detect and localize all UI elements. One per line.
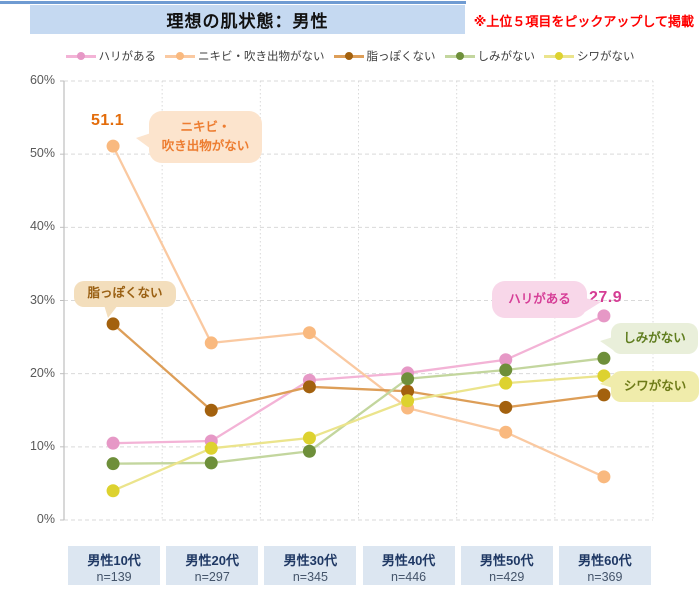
legend-marker-icon (333, 51, 364, 61)
data-point-しみがない-男性60代 (597, 351, 611, 365)
legend-label: しみがない (477, 51, 536, 63)
callout-no-acne: ニキビ・ 吹き出物がない (136, 111, 262, 163)
data-point-ハリがある-男性50代 (499, 353, 513, 367)
callout-no-acne-line2: 吹き出物がない (161, 139, 250, 153)
legend-dot (344, 52, 353, 60)
legend: ハリがある ニキビ・吹き出物がない 脂っぽくない しみがない シワがない (0, 48, 700, 64)
series-line-シワがない (112, 374, 605, 492)
y-axis-label: 60% (29, 73, 55, 87)
data-point-ニキビ・吹き出物がない-男性30代 (302, 326, 316, 340)
data-point-ニキビ・吹き出物がない-男性10代 (106, 139, 120, 153)
category-label: 男性60代 (578, 553, 632, 568)
x-axis-category-男性40代: 男性40代 n=446 (362, 546, 455, 585)
y-axis-label: 10% (29, 438, 55, 453)
data-point-シワがない-男性30代 (302, 431, 316, 445)
data-point-ハリがある-男性10代 (106, 436, 120, 450)
note-text: ※上位５項目をピックアップして掲載 (473, 14, 694, 29)
top-border-line (0, 1, 466, 4)
data-point-しみがない-男性50代 (499, 363, 513, 377)
legend-item-シワがない: シワがない (544, 48, 635, 64)
y-axis-label: 30% (29, 292, 55, 307)
legend-item-しみがない: しみがない (444, 48, 536, 64)
x-axis-category-男性20代: 男性20代 n=297 (166, 546, 259, 585)
category-label: 男性50代 (480, 553, 534, 568)
callout-no-acne-line1: ニキビ・ (180, 119, 231, 134)
legend-dot (555, 52, 563, 60)
data-point-ニキビ・吹き出物がない-男性20代 (204, 336, 218, 350)
legend-marker-icon (444, 51, 475, 61)
legend-label: 脂っぽくない (366, 51, 436, 63)
data-label-51.1: 51.1 (91, 112, 125, 129)
category-label: 男性40代 (381, 553, 436, 568)
category-label: 男性10代 (87, 553, 141, 568)
data-point-脂っぽくない-男性30代 (302, 380, 316, 394)
legend-marker-icon (165, 51, 195, 61)
series-line-しみがない (113, 357, 605, 465)
data-point-脂っぽくない-男性40代 (401, 384, 415, 398)
category-label: 男性20代 (185, 553, 239, 568)
data-point-シワがない-男性40代 (401, 394, 415, 408)
data-point-シワがない-男性10代 (106, 484, 120, 498)
callout-firmness: ハリがある (492, 281, 601, 318)
data-point-脂っぽくない-男性60代 (597, 388, 611, 402)
data-point-しみがない-男性40代 (401, 372, 415, 386)
series-line-脂っぽくない (112, 323, 605, 412)
chart-title: 理想の肌状態：男性 (30, 5, 465, 34)
series-line-ニキビ・吹き出物がない (112, 145, 605, 478)
y-axis-label: 20% (29, 365, 55, 380)
x-axis-category-男性30代: 男性30代 n=345 (264, 546, 357, 585)
y-axis-label: 0% (36, 512, 55, 526)
legend-dot (455, 52, 464, 60)
legend-item-脂っぽくない: 脂っぽくない (333, 48, 436, 64)
data-point-シワがない-男性20代 (204, 441, 218, 455)
data-point-シワがない-男性50代 (499, 376, 513, 390)
legend-marker-icon (65, 51, 96, 61)
y-axis-label: 50% (29, 146, 55, 161)
legend-dot (76, 52, 85, 60)
sample-size-label: n=139 (96, 570, 132, 584)
data-point-しみがない-男性30代 (302, 444, 316, 458)
callout-not-oily: 脂っぽくない (74, 281, 176, 318)
legend-marker-icon (544, 51, 574, 61)
legend-item-ハリがある: ハリがある (65, 48, 157, 64)
legend-label: ニキビ・吹き出物がない (198, 51, 325, 63)
sample-size-label: n=345 (292, 570, 328, 584)
legend-label: シワがない (577, 51, 635, 63)
series-line-ハリがある (113, 314, 605, 445)
x-axis-category-男性50代: 男性50代 n=429 (460, 546, 553, 585)
sample-size-label: n=369 (587, 570, 623, 584)
data-point-脂っぽくない-男性20代 (204, 403, 218, 417)
data-point-脂っぽくない-男性10代 (106, 317, 120, 331)
legend-label: ハリがある (98, 51, 157, 63)
data-point-ニキビ・吹き出物がない-男性60代 (597, 470, 611, 484)
callout-no-spots: しみがない (600, 323, 698, 354)
sample-size-label: n=297 (194, 570, 230, 584)
x-axis-category-男性60代: 男性60代 n=369 (558, 546, 651, 585)
sample-size-label: n=446 (391, 570, 427, 584)
data-point-しみがない-男性20代 (204, 456, 218, 470)
data-point-脂っぽくない-男性50代 (499, 400, 513, 414)
data-point-ハリがある-男性60代 (597, 309, 611, 323)
legend-dot (176, 52, 184, 60)
sample-size-label: n=429 (489, 570, 525, 584)
legend-item-ニキビ・吹き出物がない: ニキビ・吹き出物がない (165, 48, 325, 64)
category-label: 男性30代 (283, 553, 338, 568)
x-axis-category-男性10代: 男性10代 n=139 (68, 546, 161, 585)
callout-no-wrinkles: シワがない (600, 371, 699, 402)
data-point-しみがない-男性10代 (106, 457, 120, 471)
y-axis-label: 40% (29, 219, 55, 234)
data-point-ニキビ・吹き出物がない-男性50代 (499, 425, 513, 439)
